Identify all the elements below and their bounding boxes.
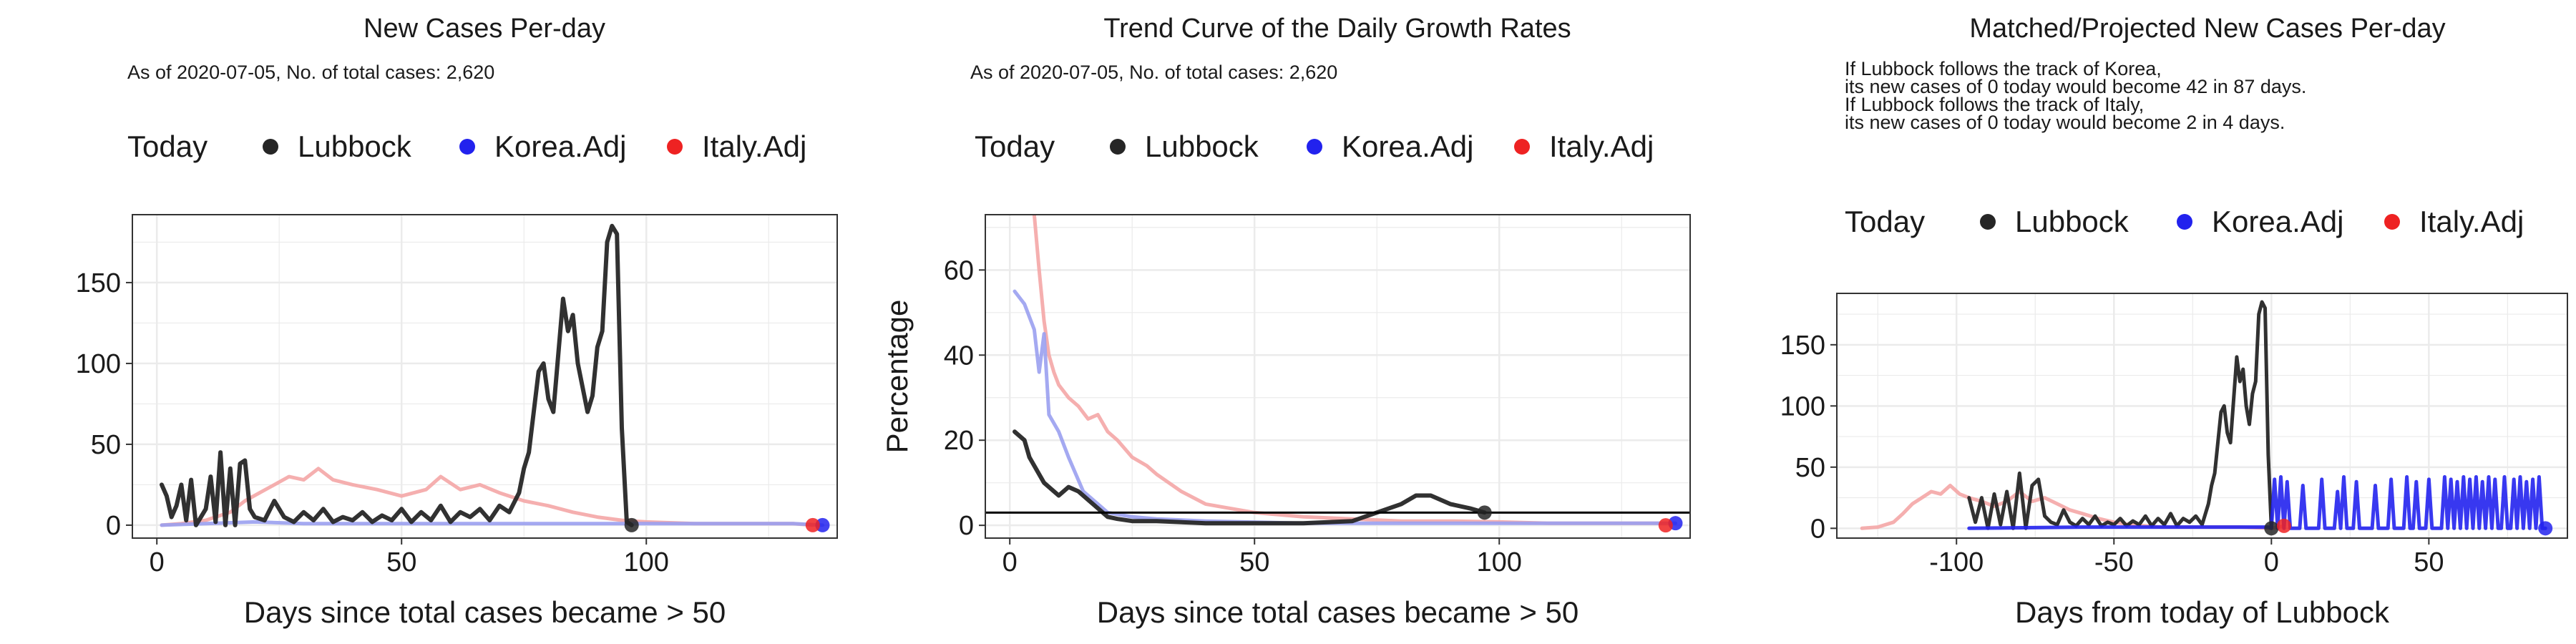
chart-subtitle: If Lubbock follows the track of Korea,: [1845, 58, 2162, 79]
y-tick-label: 100: [1780, 391, 1825, 421]
x-tick-label: 50: [386, 547, 416, 577]
series-line-lubbock: [160, 223, 634, 527]
x-tick-label: 100: [624, 547, 669, 577]
legend-item: Italy.Adj: [702, 130, 806, 163]
chart-3: Matched/Projected New Cases Per-day If Lu…: [1780, 14, 2568, 629]
legend-key-dot: [1980, 214, 1996, 230]
x-tick-label: 0: [1002, 547, 1018, 577]
series-line-italy-adj: [1032, 215, 1668, 525]
y-tick-label: 100: [76, 349, 121, 379]
legend-key-dot: [459, 139, 475, 155]
y-tick-label: 50: [1795, 453, 1825, 483]
legend-item: Korea.Adj: [494, 130, 626, 163]
legend-key-dot: [2177, 214, 2192, 230]
legend-key-dot: [1307, 139, 1322, 155]
legend-key-dot: [1514, 139, 1530, 155]
x-tick-label: 50: [2414, 547, 2444, 577]
legend-item: Italy.Adj: [2419, 205, 2524, 238]
y-tick-label: 40: [944, 341, 974, 371]
y-tick-label: 60: [944, 255, 974, 286]
x-tick-label: 0: [150, 547, 165, 577]
chart-subtitle: its new cases of 0 today would become 42…: [1845, 76, 2306, 97]
today-point-korea-adj: [815, 517, 830, 532]
legend-item: Italy.Adj: [1549, 130, 1654, 163]
plot-area: [1013, 215, 1677, 526]
x-tick-label: -100: [1929, 547, 1984, 577]
y-tick-label: 50: [91, 430, 121, 460]
legend-title: Today: [127, 130, 208, 163]
x-axis-label: Days from today of Lubbock: [2015, 595, 2390, 629]
legend-key-dot: [1110, 139, 1126, 155]
y-tick-label: 20: [944, 426, 974, 456]
today-point-lubbock: [624, 517, 639, 532]
chart-title: New Cases Per-day: [364, 14, 605, 44]
today-point-lubbock: [1477, 505, 1492, 520]
series-line-korea-adj: [1967, 475, 2547, 530]
plot-panel: [985, 215, 1690, 538]
legend: Today Lubbock Korea.Adj Italy.Adj: [1845, 205, 2524, 238]
chart-title: Matched/Projected New Cases Per-day: [1969, 14, 2445, 44]
x-axis-label: Days since total cases became > 50: [244, 595, 726, 629]
y-tick-label: 150: [1780, 331, 1825, 361]
x-tick-label: -50: [2094, 547, 2134, 577]
y-tick-label: 0: [106, 511, 121, 541]
legend: Today Lubbock Korea.Adj Italy.Adj: [127, 130, 806, 163]
x-tick-label: 0: [2264, 547, 2279, 577]
legend-title: Today: [1845, 205, 1925, 238]
x-tick-label: 50: [1239, 547, 1269, 577]
today-point-lubbock: [2264, 521, 2279, 536]
chart-subtitle: its new cases of 0 today would become 2 …: [1845, 112, 2285, 133]
legend-title: Today: [975, 130, 1055, 163]
series-line-korea-adj: [160, 519, 824, 527]
plot-area: [1860, 300, 2547, 530]
plot-panel: [132, 215, 837, 538]
today-point-italy-adj: [2276, 518, 2291, 533]
series-line-lubbock: [1013, 429, 1487, 526]
plot-border: [1836, 293, 2568, 539]
today-point-italy-adj: [805, 517, 820, 532]
today-point-italy-adj: [1658, 518, 1673, 533]
chart-subtitle: As of 2020-07-05, No. of total cases: 2,…: [970, 62, 1337, 83]
chart-subtitle: As of 2020-07-05, No. of total cases: 2,…: [127, 62, 494, 83]
legend-item: Lubbock: [1145, 130, 1259, 163]
legend-key-dot: [263, 139, 278, 155]
y-tick-label: 0: [1810, 514, 1825, 544]
plot-border: [985, 214, 1691, 539]
series-line-korea-adj: [1013, 289, 1677, 525]
legend-key-dot: [667, 139, 683, 155]
chart-1: New Cases Per-day As of 2020-07-05, No. o…: [76, 14, 838, 629]
legend-item: Korea.Adj: [1342, 130, 1473, 163]
plot-border: [132, 214, 838, 539]
chart-subtitle: If Lubbock follows the track of Italy,: [1845, 94, 2144, 115]
today-point-korea-adj: [2538, 521, 2553, 536]
legend-item: Lubbock: [298, 130, 412, 163]
legend: Today Lubbock Korea.Adj Italy.Adj: [975, 130, 1654, 163]
x-tick-label: 100: [1477, 547, 1522, 577]
legend-item: Lubbock: [2015, 205, 2129, 238]
legend-item: Korea.Adj: [2212, 205, 2343, 238]
y-tick-label: 0: [959, 511, 974, 541]
x-axis-label: Days since total cases became > 50: [1097, 595, 1579, 629]
chart-2: Trend Curve of the Daily Growth Rates As …: [880, 14, 1691, 629]
y-axis-label: Percentage: [880, 300, 914, 454]
y-tick-label: 150: [76, 268, 121, 298]
legend-key-dot: [2384, 214, 2400, 230]
chart-title: Trend Curve of the Daily Growth Rates: [1103, 14, 1571, 44]
